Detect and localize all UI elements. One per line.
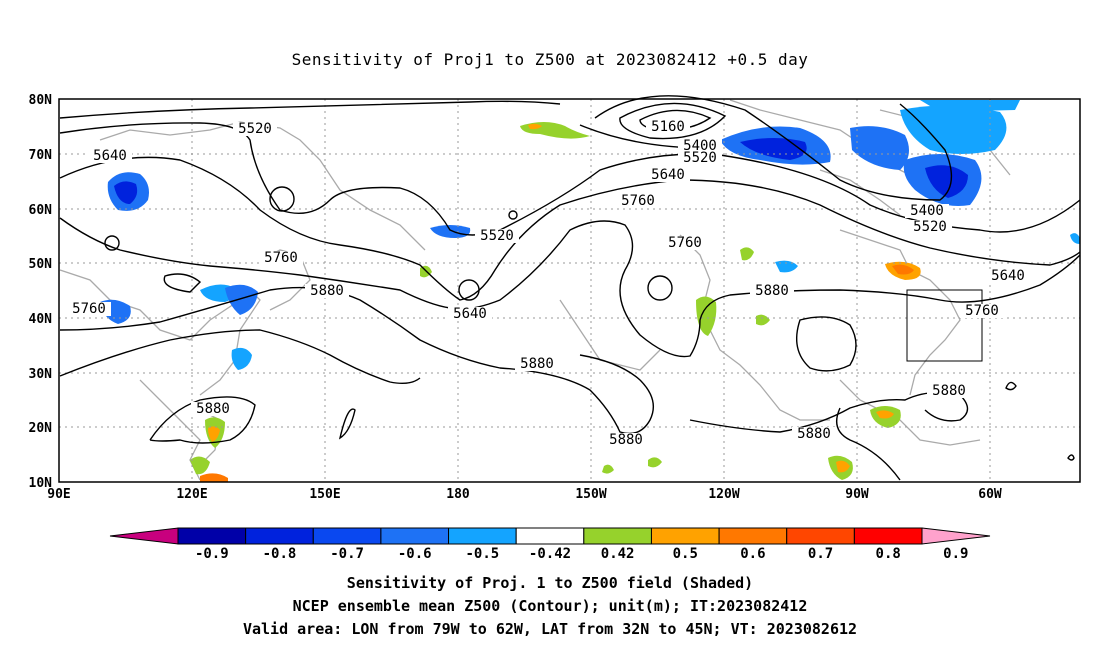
caption-line-3: Valid area: LON from 79W to 62W, LAT fro… xyxy=(242,620,858,638)
lon-label: 90W xyxy=(845,487,869,502)
colorbar-tick-label: 0.9 xyxy=(943,546,968,562)
contour-5280 xyxy=(619,102,727,140)
colorbar-box xyxy=(177,527,247,545)
lat-label: 60N xyxy=(29,203,53,218)
lat-label: 80N xyxy=(29,93,53,108)
contour-5880-f xyxy=(836,407,901,481)
lat-label: 50N xyxy=(29,257,53,272)
lat-label: 40N xyxy=(29,312,53,327)
colorbar-tick-label: 0.8 xyxy=(876,546,901,562)
lon-axis-labels: 90E 120E 150E 180 150W 120W 90W 60W xyxy=(47,487,1002,502)
contour-label: 5760 xyxy=(264,250,298,266)
contour-5880-d xyxy=(796,316,857,372)
contour-label: 5880 xyxy=(932,383,966,399)
colorbar-box xyxy=(583,527,652,545)
contour-label: 5760 xyxy=(965,303,999,319)
contour-5880-b xyxy=(59,329,421,385)
colorbar: -0.9 -0.8 -0.7 -0.6 -0.5 -0.42 0.42 0.5 0.6 0.7 0.… xyxy=(109,527,991,562)
lat-label: 20N xyxy=(29,421,53,436)
colorbar-box xyxy=(380,527,450,545)
colorbar-box xyxy=(853,527,923,545)
contour-label: 5520 xyxy=(683,150,717,166)
colorbar-tick-label: -0.9 xyxy=(195,546,229,562)
contour-5880-c xyxy=(149,396,256,444)
contour-label: 5880 xyxy=(196,401,230,417)
figure-title: Sensitivity of Proj1 to Z500 at 20230824… xyxy=(291,50,809,69)
colorbar-box xyxy=(650,527,720,545)
sensitivity-shading xyxy=(100,100,1080,482)
caption-line-1: Sensitivity of Proj. 1 to Z500 field (Sh… xyxy=(346,574,754,592)
caption-line-2: NCEP ensemble mean Z500 (Contour); unit(… xyxy=(292,597,808,615)
colorbar-box xyxy=(786,527,855,545)
colorbar-tick-label: -0.6 xyxy=(398,546,432,562)
lon-label: 120E xyxy=(176,487,207,502)
lon-label: 90E xyxy=(47,487,70,502)
contour-5760-a xyxy=(59,217,1081,358)
contour-label: 5640 xyxy=(93,148,127,164)
colorbar-box xyxy=(718,527,788,545)
contour-label: 5520 xyxy=(238,121,272,137)
contour-5640 xyxy=(59,156,1081,301)
contour-label: 5760 xyxy=(72,301,106,317)
lon-label: 150E xyxy=(309,487,340,502)
contour-label: 5400 xyxy=(683,138,717,154)
colorbar-tick-label: 0.6 xyxy=(740,546,765,562)
contour-5400-a xyxy=(594,95,953,201)
contour-5880-a xyxy=(59,286,654,435)
contour-label: 5760 xyxy=(668,235,702,251)
contour-label: 5640 xyxy=(453,306,487,322)
colorbar-box xyxy=(448,527,517,545)
contour-label: 5400 xyxy=(910,203,944,219)
contour-label: 5880 xyxy=(609,432,643,448)
lon-label: 60W xyxy=(978,487,1002,502)
valid-area-box xyxy=(906,289,983,362)
colorbar-ticks: -0.9 -0.8 -0.7 -0.6 -0.5 -0.42 0.42 0.5 0.6 0.7 0.… xyxy=(195,546,969,562)
colorbar-boxes xyxy=(177,527,923,545)
contour-5880-e xyxy=(689,391,969,433)
lat-label: 30N xyxy=(29,367,53,382)
contour-label: 5640 xyxy=(991,268,1025,284)
contour-5520-top xyxy=(59,100,561,119)
colorbar-high-end xyxy=(921,527,991,545)
colorbar-tick-label: -0.7 xyxy=(330,546,364,562)
colorbar-tick-label: 0.5 xyxy=(673,546,698,562)
colorbar-tick-label: 0.42 xyxy=(601,546,635,562)
lon-label: 180 xyxy=(446,487,470,502)
contour-label: 5880 xyxy=(520,356,554,372)
lon-label: 150W xyxy=(575,487,606,502)
colorbar-tick-label: -0.5 xyxy=(466,546,500,562)
lon-label: 120W xyxy=(708,487,739,502)
colorbar-box xyxy=(245,527,314,545)
contour-label: 5880 xyxy=(797,426,831,442)
plot-frame xyxy=(58,98,1081,483)
colorbar-low-end xyxy=(109,527,179,545)
contour-label: 5520 xyxy=(480,228,514,244)
contour-label: 5640 xyxy=(651,167,685,183)
contour-label: 5760 xyxy=(621,193,655,209)
contour-label: 5520 xyxy=(913,219,947,235)
contour-label: 5880 xyxy=(755,283,789,299)
colorbar-box xyxy=(515,527,585,545)
contour-labels: 5160 5400 5520 5520 5520 5640 5640 5760 … xyxy=(67,119,1030,448)
lat-label: 70N xyxy=(29,148,53,163)
colorbar-box xyxy=(312,527,382,545)
contour-label: 5160 xyxy=(651,119,685,135)
contour-label: 5880 xyxy=(310,283,344,299)
colorbar-tick-label: -0.42 xyxy=(529,546,571,562)
lat-label: 10N xyxy=(29,476,53,491)
lat-lon-grid xyxy=(59,99,1080,482)
colorbar-tick-label: -0.8 xyxy=(263,546,297,562)
colorbar-tick-label: 0.7 xyxy=(808,546,833,562)
lat-axis-labels: 80N 70N 60N 50N 40N 30N 20N 10N xyxy=(29,93,53,491)
z500-contours xyxy=(59,95,1081,481)
